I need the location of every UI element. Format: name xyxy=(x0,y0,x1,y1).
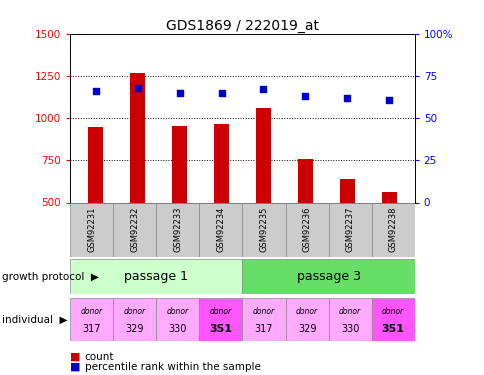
Text: donor: donor xyxy=(381,308,403,316)
Bar xyxy=(172,126,186,202)
Point xyxy=(385,97,393,103)
Text: percentile rank within the sample: percentile rank within the sample xyxy=(85,362,260,372)
Bar xyxy=(70,202,113,257)
Bar xyxy=(113,298,156,341)
Text: GSM92238: GSM92238 xyxy=(388,207,397,252)
Text: 351: 351 xyxy=(381,324,404,334)
Text: donor: donor xyxy=(338,308,361,316)
Text: 317: 317 xyxy=(82,324,101,334)
Bar xyxy=(328,298,371,341)
Bar xyxy=(285,298,328,341)
Text: GSM92232: GSM92232 xyxy=(130,207,139,252)
Bar xyxy=(339,179,354,203)
Bar xyxy=(242,298,285,341)
Text: passage 1: passage 1 xyxy=(124,270,188,283)
Point xyxy=(343,95,350,101)
Bar xyxy=(371,298,414,341)
Text: count: count xyxy=(85,352,114,362)
Bar xyxy=(156,298,199,341)
Bar xyxy=(199,298,242,341)
Point xyxy=(259,87,267,93)
Text: donor: donor xyxy=(253,308,274,316)
Text: 329: 329 xyxy=(297,324,316,334)
Bar xyxy=(298,159,312,203)
Text: 351: 351 xyxy=(209,324,232,334)
Bar xyxy=(88,127,103,202)
Text: GSM92237: GSM92237 xyxy=(345,207,354,252)
Bar xyxy=(156,202,199,257)
Bar xyxy=(242,202,285,257)
Text: 330: 330 xyxy=(168,324,187,334)
Bar xyxy=(242,259,414,294)
Text: donor: donor xyxy=(166,308,189,316)
Title: GDS1869 / 222019_at: GDS1869 / 222019_at xyxy=(166,19,318,33)
Point xyxy=(91,88,99,94)
Text: ■: ■ xyxy=(70,362,84,372)
Bar xyxy=(199,202,242,257)
Bar xyxy=(113,202,156,257)
Bar xyxy=(371,202,414,257)
Text: GSM92231: GSM92231 xyxy=(87,207,96,252)
Text: GSM92233: GSM92233 xyxy=(173,207,182,252)
Text: GSM92236: GSM92236 xyxy=(302,207,311,252)
Text: 329: 329 xyxy=(125,324,144,334)
Text: donor: donor xyxy=(81,308,103,316)
Text: individual  ▶: individual ▶ xyxy=(2,315,68,325)
Bar xyxy=(70,298,113,341)
Text: GSM92234: GSM92234 xyxy=(216,207,225,252)
Text: 330: 330 xyxy=(340,324,359,334)
Text: donor: donor xyxy=(123,308,146,316)
Bar xyxy=(214,124,228,202)
Text: growth protocol  ▶: growth protocol ▶ xyxy=(2,272,99,282)
Point xyxy=(217,90,225,96)
Bar xyxy=(381,192,396,202)
Point xyxy=(175,90,183,96)
Text: passage 3: passage 3 xyxy=(296,270,360,283)
Text: 317: 317 xyxy=(254,324,272,334)
Bar xyxy=(70,259,242,294)
Point xyxy=(301,93,309,99)
Bar xyxy=(130,73,145,202)
Bar xyxy=(285,202,328,257)
Text: ■: ■ xyxy=(70,352,84,362)
Text: donor: donor xyxy=(295,308,318,316)
Text: GSM92235: GSM92235 xyxy=(259,207,268,252)
Text: donor: donor xyxy=(210,308,231,316)
Bar xyxy=(256,108,270,202)
Bar xyxy=(328,202,371,257)
Point xyxy=(134,85,141,91)
